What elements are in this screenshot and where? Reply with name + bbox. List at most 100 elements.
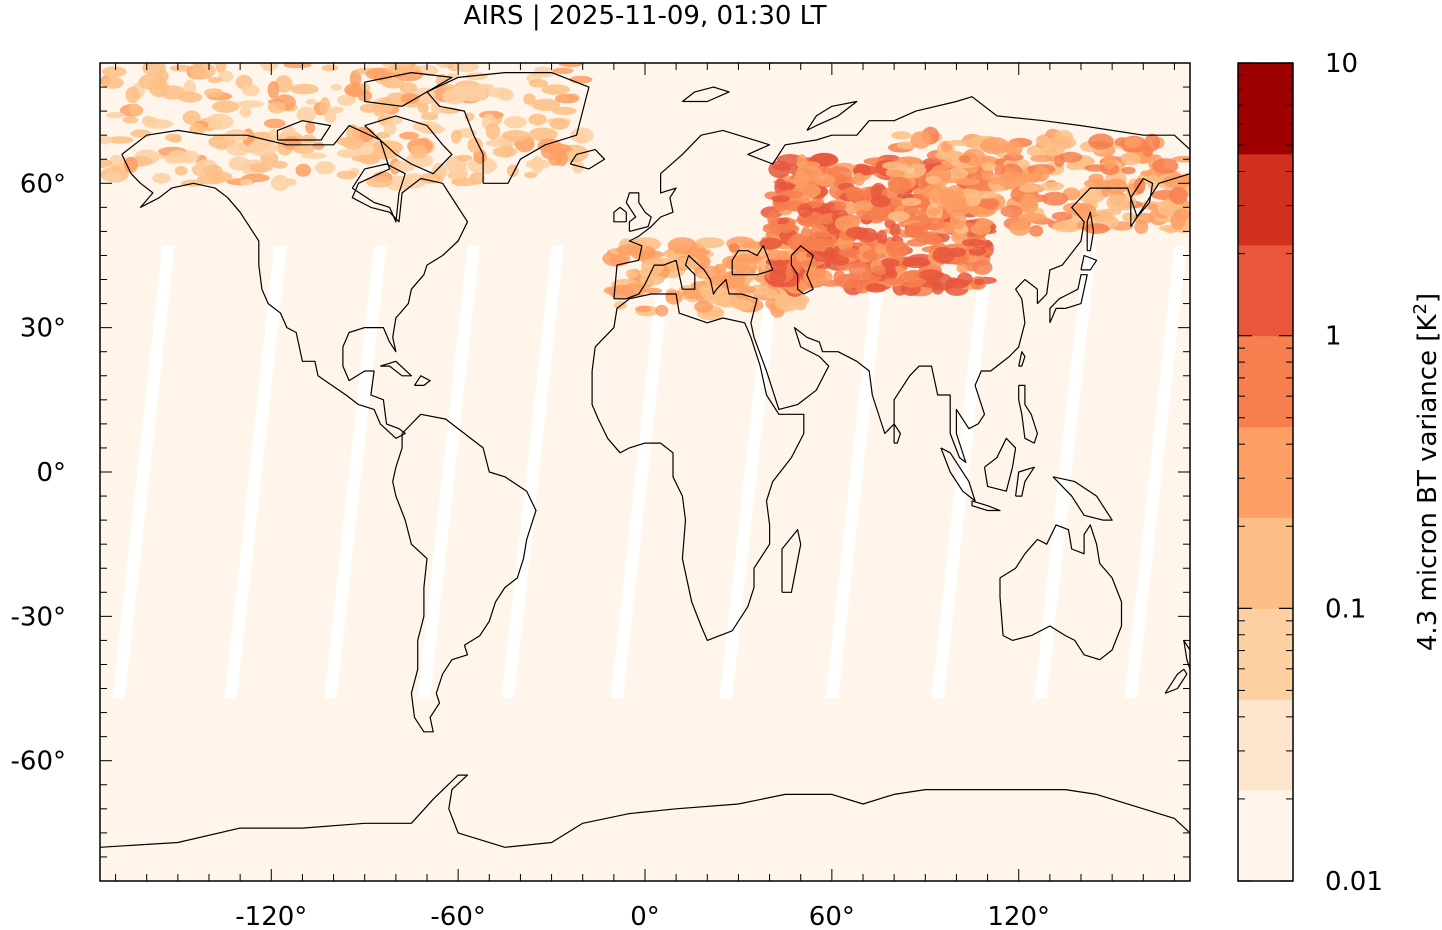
variance-patch [759, 237, 783, 250]
variance-patch [336, 148, 363, 159]
colorbar-bin [1238, 699, 1293, 791]
variance-patch [1121, 166, 1136, 175]
variance-patch [885, 261, 896, 277]
variance-patch [263, 118, 286, 129]
colorbar-tick-label: 0.1 [1325, 594, 1366, 624]
variance-patch [968, 247, 987, 256]
variance-patch [467, 157, 498, 175]
coastline-africa [591, 293, 805, 641]
variance-patch [981, 172, 1001, 182]
variance-patch [149, 79, 170, 98]
variance-patch [301, 152, 327, 159]
variance-patch [694, 300, 714, 313]
variance-patch [1039, 181, 1065, 191]
variance-patch [774, 293, 802, 312]
swath-gap [610, 245, 674, 699]
variance-patch [1009, 221, 1031, 236]
variance-patch [399, 131, 420, 140]
variance-patch [1041, 191, 1069, 206]
variance-patch [925, 175, 941, 185]
variance-patch [887, 211, 910, 222]
coastline-south-america [392, 413, 537, 733]
variance-patch [833, 270, 846, 285]
y-tick-label: -30° [11, 602, 66, 632]
variance-patch [337, 94, 356, 106]
variance-patch [728, 243, 740, 253]
variance-patch [796, 154, 807, 169]
variance-patch [107, 136, 134, 144]
variance-patch [399, 82, 418, 95]
variance-patch [1052, 221, 1080, 233]
variance-patch [305, 121, 316, 134]
variance-patch [1169, 187, 1188, 205]
variance-patch [982, 199, 998, 210]
variance-patch [196, 173, 227, 185]
variance-patch [888, 176, 912, 195]
variance-patch [793, 170, 809, 189]
variance-patch [392, 160, 416, 173]
variance-patch [557, 63, 584, 67]
variance-patch [385, 116, 403, 125]
variance-patch [919, 217, 946, 231]
swath-gap [825, 245, 888, 699]
variance-patch [528, 79, 549, 88]
variance-patch [1018, 184, 1040, 193]
colorbar-label: 4.3 micron BT variance [K2] [1410, 293, 1442, 651]
variance-patch [958, 155, 971, 163]
variance-patch [166, 150, 191, 164]
colorbar-frame [1237, 62, 1294, 882]
variance-patch [1040, 142, 1066, 157]
variance-patch [372, 141, 390, 151]
swath-gap [501, 245, 565, 699]
variance-patch [713, 263, 727, 275]
coastline-new-zealand-north [1183, 640, 1190, 670]
variance-patch [918, 269, 944, 281]
variance-patch [485, 122, 501, 140]
variance-patch [824, 247, 836, 261]
variance-patch [270, 175, 290, 191]
variance-patch [870, 195, 891, 208]
variance-patch [931, 284, 954, 291]
coastline-antarctica [100, 774, 1190, 848]
variance-patch [268, 128, 279, 140]
variance-patch [902, 257, 930, 268]
coastline-kamchatka [1130, 177, 1154, 227]
coastline-black-sea [731, 245, 774, 276]
coastline-sakhalin [1086, 211, 1095, 252]
variance-patch [1140, 170, 1154, 177]
variance-patch [1077, 186, 1106, 204]
variance-patch [296, 106, 317, 123]
variance-patch [771, 195, 791, 203]
colorbar-bin [1238, 153, 1293, 246]
variance-patch [1134, 219, 1149, 235]
variance-patch [997, 171, 1028, 189]
variance-patches [100, 63, 1190, 321]
variance-patch [802, 268, 833, 286]
variance-patch [845, 226, 869, 239]
variance-patch [935, 150, 965, 161]
variance-patch [189, 123, 206, 135]
variance-patch [410, 144, 428, 159]
y-tick-label: 0° [36, 458, 66, 488]
variance-patch [970, 223, 991, 236]
variance-patch [797, 203, 813, 218]
variance-patch [1030, 154, 1055, 163]
coastline-sumatra [940, 447, 976, 502]
variance-patch [1106, 194, 1128, 212]
variance-patch [655, 257, 670, 266]
variance-patch [330, 83, 342, 91]
variance-patch [1120, 152, 1141, 166]
variance-patch [267, 101, 286, 114]
variance-patch [301, 134, 317, 144]
variance-patch [777, 181, 795, 191]
variance-patch [528, 113, 547, 126]
variance-patch [906, 238, 928, 247]
variance-patch [1051, 211, 1073, 221]
variance-patch [927, 207, 940, 217]
variance-patch [125, 86, 140, 104]
coastline-baffin [364, 115, 453, 175]
variance-patch [1033, 166, 1050, 182]
variance-patch [946, 139, 976, 146]
swath-gap [224, 245, 287, 699]
variance-patch [1000, 205, 1023, 218]
